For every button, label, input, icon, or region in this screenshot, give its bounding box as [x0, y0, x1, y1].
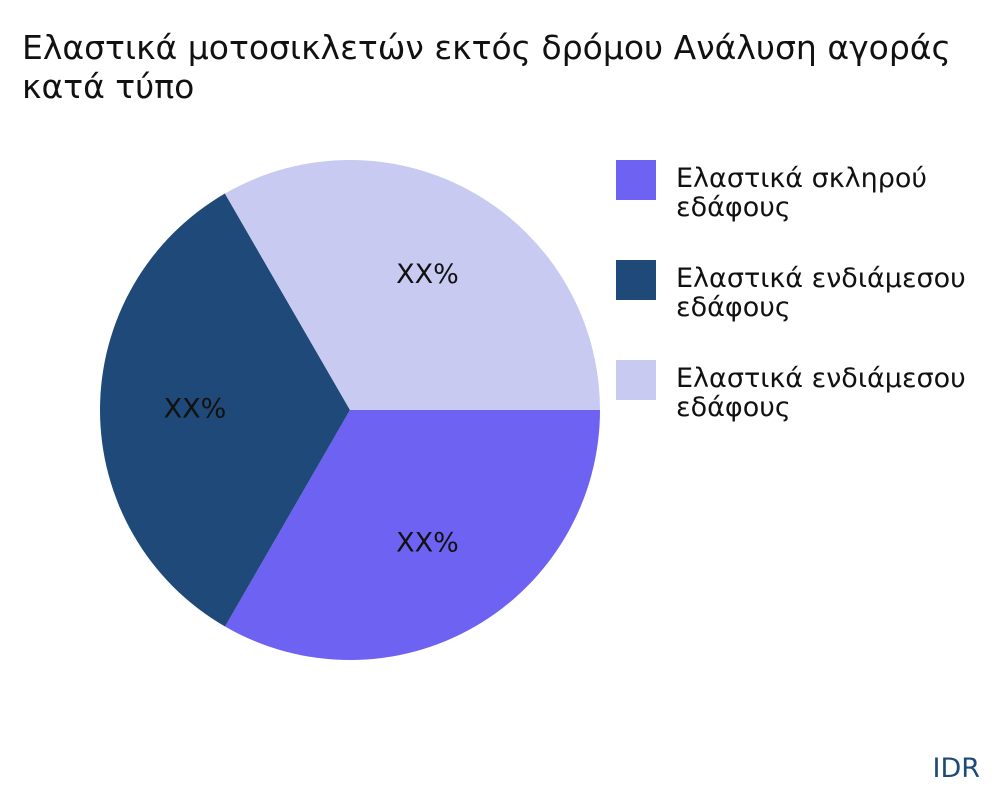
legend-label-intermediate-terrain-2: Ελαστικά ενδιάμεσου εδάφους [676, 363, 966, 423]
legend-label-intermediate-terrain: Ελαστικά ενδιάμεσου εδάφους [676, 263, 966, 323]
pie-slice-intermediate-terrain [99, 193, 350, 627]
pie-label-hard-terrain: XX% [396, 528, 459, 559]
legend-swatch-intermediate-terrain [616, 260, 656, 300]
pie-label-intermediate-terrain-2: XX% [396, 259, 459, 290]
pie-label-intermediate-terrain: XX% [164, 394, 227, 425]
legend-swatch-intermediate-terrain-2 [616, 360, 656, 400]
pie-slice-hard-terrain [225, 410, 600, 661]
legend-swatch-hard-terrain [616, 160, 656, 200]
pie-slice-intermediate-terrain-2 [224, 159, 601, 410]
brand-watermark: IDR [932, 753, 980, 784]
chart-title: Ελαστικά μοτοσικλετών εκτός δρόμου Ανάλυ… [22, 28, 951, 106]
legend-label-hard-terrain: Ελαστικά σκληρού εδάφους [676, 163, 928, 223]
